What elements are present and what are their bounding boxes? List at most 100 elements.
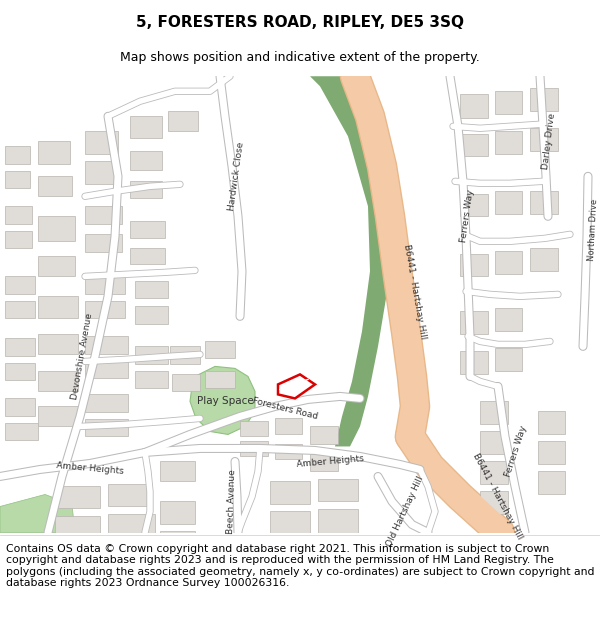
Polygon shape — [85, 234, 122, 253]
Polygon shape — [85, 161, 118, 184]
Polygon shape — [5, 146, 30, 164]
Polygon shape — [38, 141, 70, 164]
Polygon shape — [495, 91, 522, 114]
Polygon shape — [5, 363, 35, 381]
Polygon shape — [5, 338, 35, 356]
Polygon shape — [460, 94, 488, 118]
Polygon shape — [270, 511, 310, 532]
Polygon shape — [108, 484, 152, 506]
Polygon shape — [5, 424, 38, 441]
Polygon shape — [538, 471, 565, 494]
Polygon shape — [108, 514, 155, 532]
Polygon shape — [205, 371, 235, 388]
Polygon shape — [460, 311, 488, 334]
Polygon shape — [460, 351, 488, 374]
Polygon shape — [172, 374, 200, 391]
Polygon shape — [538, 411, 565, 434]
Polygon shape — [310, 426, 338, 444]
Polygon shape — [310, 454, 338, 471]
Text: Play Space: Play Space — [197, 396, 253, 406]
Text: Foresters Road: Foresters Road — [251, 396, 319, 421]
Polygon shape — [205, 341, 235, 358]
Polygon shape — [530, 128, 558, 151]
Polygon shape — [135, 281, 168, 298]
Polygon shape — [85, 361, 128, 378]
Polygon shape — [530, 248, 558, 271]
Polygon shape — [310, 76, 390, 446]
Text: Ferrers Way: Ferrers Way — [459, 189, 475, 243]
Text: Northam Drive: Northam Drive — [587, 199, 600, 262]
Polygon shape — [538, 441, 565, 464]
Polygon shape — [130, 116, 162, 138]
Polygon shape — [495, 308, 522, 331]
Polygon shape — [270, 481, 310, 504]
Polygon shape — [460, 194, 488, 216]
Polygon shape — [85, 394, 128, 412]
Polygon shape — [135, 306, 168, 324]
Polygon shape — [130, 181, 162, 198]
Polygon shape — [55, 486, 100, 509]
Polygon shape — [130, 151, 162, 170]
Polygon shape — [85, 276, 125, 294]
Polygon shape — [495, 191, 522, 214]
Text: Devonshire Avenue: Devonshire Avenue — [70, 312, 94, 401]
Polygon shape — [85, 131, 118, 154]
Polygon shape — [5, 398, 35, 416]
Text: Hardwick Close: Hardwick Close — [227, 141, 245, 211]
Polygon shape — [38, 334, 78, 354]
Polygon shape — [135, 346, 168, 364]
Polygon shape — [460, 254, 488, 276]
Text: Amber Heights: Amber Heights — [56, 461, 124, 476]
Polygon shape — [275, 444, 302, 459]
Polygon shape — [160, 531, 195, 532]
Text: Amber Heights: Amber Heights — [296, 454, 364, 469]
Polygon shape — [530, 191, 558, 214]
Polygon shape — [480, 431, 508, 454]
Text: Map shows position and indicative extent of the property.: Map shows position and indicative extent… — [120, 51, 480, 64]
Polygon shape — [240, 441, 268, 456]
Text: Darley Drive: Darley Drive — [541, 112, 557, 170]
Polygon shape — [5, 301, 35, 318]
Polygon shape — [160, 501, 195, 524]
Polygon shape — [130, 221, 165, 238]
Polygon shape — [38, 216, 75, 241]
Polygon shape — [55, 516, 100, 532]
Polygon shape — [38, 296, 78, 318]
Text: Beech Avenue: Beech Avenue — [226, 469, 238, 534]
Polygon shape — [5, 276, 35, 294]
Polygon shape — [0, 494, 75, 532]
Polygon shape — [85, 206, 122, 224]
Polygon shape — [38, 406, 78, 426]
Text: B6441 - Hartshay Hill: B6441 - Hartshay Hill — [472, 452, 524, 541]
Polygon shape — [85, 336, 128, 354]
Text: Ferrers Way: Ferrers Way — [503, 424, 529, 478]
Text: Contains OS data © Crown copyright and database right 2021. This information is : Contains OS data © Crown copyright and d… — [6, 544, 595, 588]
Text: B6441 - Hartshay Hill: B6441 - Hartshay Hill — [402, 243, 428, 339]
Polygon shape — [480, 401, 508, 424]
Polygon shape — [480, 461, 508, 484]
Polygon shape — [190, 366, 255, 434]
Polygon shape — [135, 371, 168, 388]
Polygon shape — [5, 231, 32, 248]
Polygon shape — [85, 419, 128, 436]
Polygon shape — [530, 88, 558, 111]
Polygon shape — [168, 111, 198, 131]
Polygon shape — [85, 301, 125, 318]
Polygon shape — [38, 371, 78, 391]
Polygon shape — [495, 131, 522, 154]
Polygon shape — [170, 346, 200, 364]
Polygon shape — [5, 171, 30, 188]
Polygon shape — [275, 419, 302, 434]
Polygon shape — [5, 206, 32, 224]
Polygon shape — [495, 251, 522, 274]
Polygon shape — [160, 461, 195, 481]
Polygon shape — [480, 491, 508, 514]
Polygon shape — [130, 248, 165, 264]
Polygon shape — [38, 176, 72, 196]
Polygon shape — [240, 421, 268, 436]
Text: 5, FORESTERS ROAD, RIPLEY, DE5 3SQ: 5, FORESTERS ROAD, RIPLEY, DE5 3SQ — [136, 16, 464, 31]
Polygon shape — [495, 348, 522, 371]
Polygon shape — [460, 134, 488, 156]
Polygon shape — [318, 479, 358, 501]
Polygon shape — [38, 256, 75, 276]
